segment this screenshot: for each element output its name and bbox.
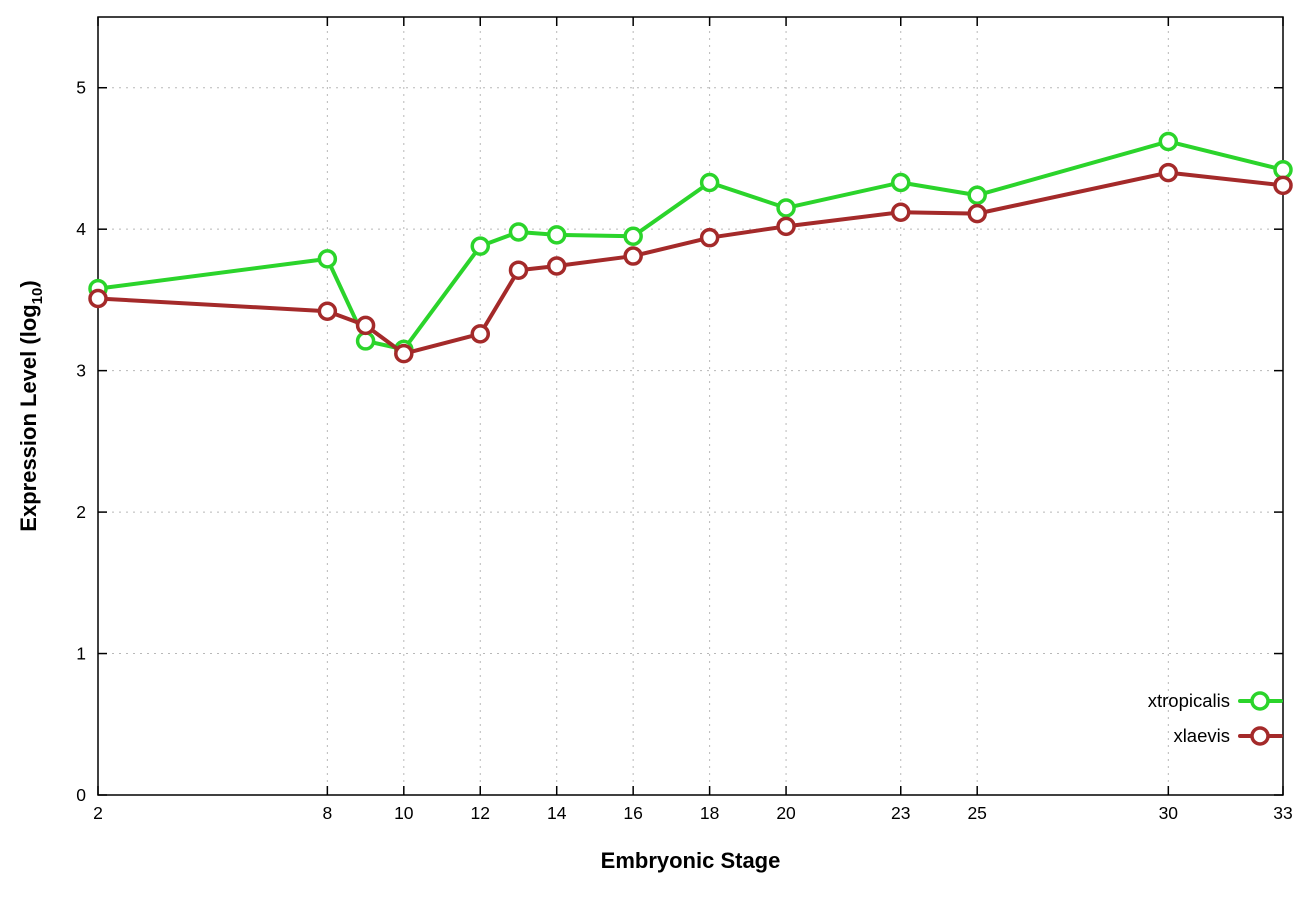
data-point-xlaevis xyxy=(546,256,567,276)
legend-marker xyxy=(1250,726,1270,746)
data-point-xtropicalis xyxy=(546,225,567,245)
data-point-xlaevis xyxy=(699,227,720,248)
legend-marker xyxy=(1250,691,1270,711)
x-tick-label: 8 xyxy=(322,803,332,823)
series-line-xtropicalis xyxy=(96,139,1285,352)
data-point-xtropicalis xyxy=(317,249,338,269)
x-tick-label: 18 xyxy=(700,803,719,823)
data-point-xlaevis xyxy=(967,203,987,224)
x-tick-label: 33 xyxy=(1273,803,1292,823)
x-tick-label: 10 xyxy=(394,803,414,823)
plot-border xyxy=(97,16,1284,796)
data-point-xtropicalis xyxy=(776,198,796,218)
x-tick-label: 16 xyxy=(623,803,642,823)
data-point-xtropicalis xyxy=(1158,131,1179,152)
data-point-xlaevis xyxy=(470,324,491,344)
data-point-xlaevis xyxy=(88,288,108,309)
y-tick-label: 1 xyxy=(76,644,86,664)
x-tick-label: 30 xyxy=(1159,803,1179,823)
x-tick-label: 20 xyxy=(776,803,796,823)
series-line-xlaevis xyxy=(96,170,1285,356)
y-tick-label: 2 xyxy=(76,502,86,522)
data-point-xlaevis xyxy=(317,301,338,321)
data-point-xlaevis xyxy=(1273,175,1293,196)
data-point-xtropicalis xyxy=(967,185,987,205)
data-point-xtropicalis xyxy=(623,226,643,247)
data-point-xtropicalis xyxy=(508,222,529,242)
y-tick-label: 5 xyxy=(76,78,86,98)
y-tick-label: 0 xyxy=(76,785,86,805)
data-point-xlaevis xyxy=(776,216,796,237)
data-point-xtropicalis xyxy=(355,331,376,351)
x-tick-label: 14 xyxy=(547,803,567,823)
y-tick-label: 3 xyxy=(76,361,86,381)
x-axis-label: Embryonic Stage xyxy=(601,848,781,873)
data-point-xlaevis xyxy=(355,315,376,336)
x-tick-label: 25 xyxy=(967,803,986,823)
data-point-xtropicalis xyxy=(699,172,720,193)
data-point-xtropicalis xyxy=(1273,160,1293,180)
y-tick-label: 4 xyxy=(76,219,86,239)
data-point-xtropicalis xyxy=(890,172,911,193)
data-point-xlaevis xyxy=(1158,162,1179,183)
x-tick-label: 23 xyxy=(891,803,910,823)
data-point-xtropicalis xyxy=(470,236,491,256)
data-point-xlaevis xyxy=(890,202,911,222)
legend-label-xlaevis: xlaevis xyxy=(1173,725,1230,746)
legend-label-xtropicalis: xtropicalis xyxy=(1148,690,1230,711)
x-tick-label: 2 xyxy=(93,803,103,823)
data-point-xlaevis xyxy=(394,343,414,364)
x-tick-label: 12 xyxy=(471,803,490,823)
y-axis-label: Expression Level (log10) xyxy=(16,280,46,531)
data-point-xlaevis xyxy=(508,260,529,280)
data-point-xlaevis xyxy=(623,246,643,266)
